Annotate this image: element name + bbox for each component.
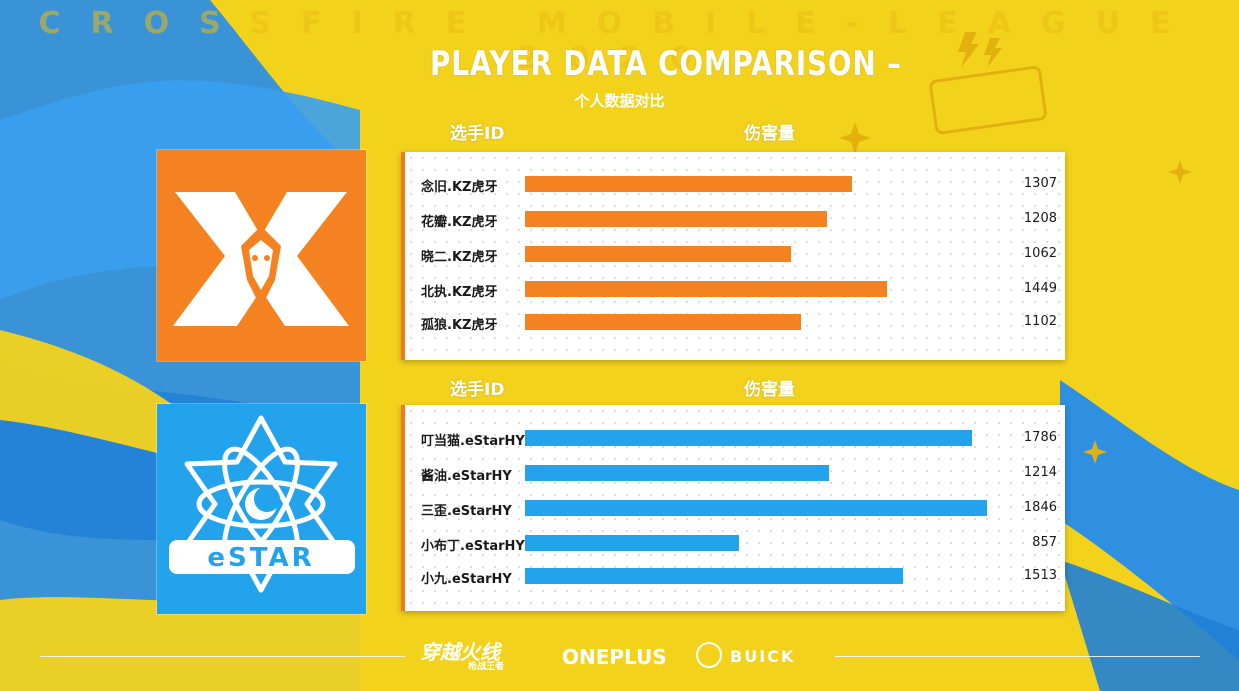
chart-row: 小九.eStarHY 1513 [405,564,1065,588]
damage-bar [525,211,827,227]
damage-value: 1062 [1023,246,1057,261]
header-damage: 伤害量 [744,124,795,144]
player-name: 孤狼.KZ虎牙 [421,318,498,333]
player-name: 花瓣.KZ虎牙 [421,215,498,230]
chart-row: 小布丁.eStarHY 857 [405,531,1065,555]
damage-value: 1307 [1023,176,1057,191]
kz-team-logo [157,150,366,361]
damage-value: 1513 [1023,568,1057,583]
kz-damage-chart: 念旧.KZ虎牙 1307 花瓣.KZ虎牙 1208 晓二.KZ虎牙 1062 北执.KZ虎牙… [401,152,1065,360]
footer-line-right [835,656,1200,657]
player-name: 念旧.KZ虎牙 [421,180,498,195]
damage-bar [525,281,888,297]
chart-row: 孤狼.KZ虎牙 1102 [405,310,1065,334]
header-player-id-2: 选手ID [450,380,505,400]
player-name: 晓二.KZ虎牙 [421,250,498,265]
damage-value: 1449 [1023,281,1057,296]
damage-value: 1846 [1023,500,1057,515]
damage-bar [525,535,740,551]
damage-value: 1786 [1023,430,1057,445]
player-name: 叮当猫.eStarHY [421,434,525,449]
page-title: PLAYER DATA COMPARISON – [430,44,902,84]
chart-row: 三歪.eStarHY 1846 [405,496,1065,520]
chart-row: 酱油.eStarHY 1214 [405,461,1065,485]
damage-value: 857 [1032,535,1057,550]
header-player-id: 选手ID [450,124,505,144]
crossfire-logo: 穿越火线 [420,640,500,664]
chart-row: 念旧.KZ虎牙 1307 [405,172,1065,196]
player-name: 三歪.eStarHY [421,504,512,519]
league-banner: CROSSFIRE MOBILE-LEAGUE 2020 [38,6,1201,76]
damage-bar [525,246,791,262]
damage-bar [525,176,852,192]
damage-value: 1102 [1023,314,1057,329]
oneplus-logo: ONEPLUS [562,645,667,669]
footer-line-left [40,656,405,657]
buick-logo: BUICK [730,647,796,666]
damage-bar [525,430,972,446]
damage-value: 1208 [1023,211,1057,226]
damage-bar [525,314,801,330]
player-name: 小布丁.eStarHY [421,539,525,554]
buick-emblem-icon [696,642,722,668]
player-name: 北执.KZ虎牙 [421,285,498,300]
kz-dragon-icon [157,150,366,361]
estar-logo-text: eSTAR [207,543,314,573]
player-name: 小九.eStarHY [421,572,512,587]
chart-row: 晓二.KZ虎牙 1062 [405,242,1065,266]
damage-value: 1214 [1023,465,1057,480]
estar-damage-chart: 叮当猫.eStarHY 1786 酱油.eStarHY 1214 三歪.eStarHY 1… [401,405,1065,611]
chart-row: 花瓣.KZ虎牙 1208 [405,207,1065,231]
player-name: 酱油.eStarHY [421,469,512,484]
page-subtitle: 个人数据对比 [574,92,665,110]
damage-bar [525,465,829,481]
crossfire-logo-subtext: 枪战王者 [468,662,505,672]
damage-bar [525,500,987,516]
chart-row: 叮当猫.eStarHY 1786 [405,426,1065,450]
chart-row: 北执.KZ虎牙 1449 [405,277,1065,301]
damage-bar [525,568,904,584]
estar-star-icon: eSTAR [157,404,366,614]
header-damage-2: 伤害量 [744,380,795,400]
estar-team-logo: eSTAR [157,404,366,614]
